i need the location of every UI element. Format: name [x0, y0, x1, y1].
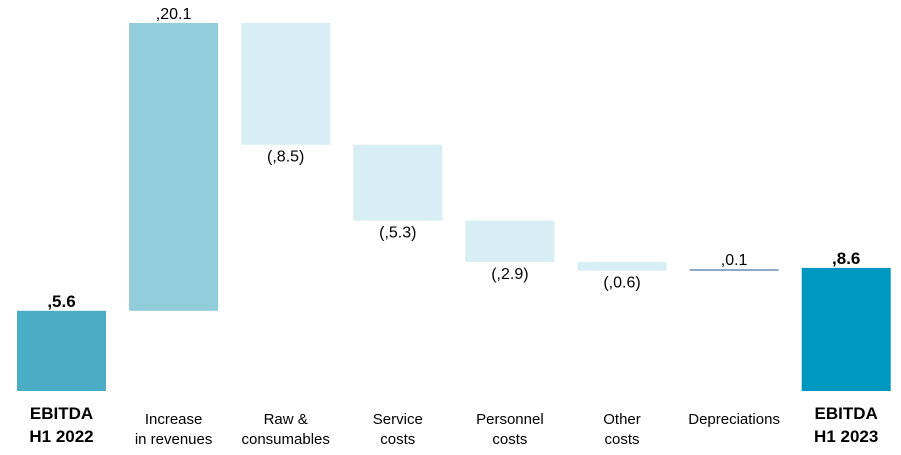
category-label-5-line-1: Personnel: [476, 411, 544, 428]
bar-7: [689, 269, 779, 271]
category-label-4: Service costs: [373, 411, 423, 448]
bar-6: [577, 262, 667, 271]
category-label-4-line-1: Service: [373, 411, 423, 428]
bars-layer: [17, 23, 891, 391]
category-label-8-line-1: EBITDA: [815, 404, 878, 423]
category-label-1-line-1: EBITDA: [30, 404, 93, 423]
bar-2: [129, 23, 219, 311]
category-label-5-line-2: costs: [492, 431, 527, 448]
value-label-8: ,8.6: [832, 249, 860, 268]
category-label-6-line-1: Other: [603, 411, 641, 428]
bar-5: [465, 220, 555, 263]
bar-1: [17, 310, 106, 391]
bar-8: [801, 267, 891, 391]
value-label-3: (,8.5): [267, 149, 304, 166]
category-label-6: Other costs: [603, 411, 641, 448]
value-label-6: (,0.6): [603, 275, 640, 292]
category-label-1-line-2: H1 2022: [29, 427, 93, 446]
category-label-3: Raw & consumables: [242, 411, 330, 448]
category-labels-layer: EBITDA H1 2022 Increase in revenues Raw & con…: [29, 404, 878, 448]
category-label-2: Increase in revenues: [135, 411, 213, 448]
value-labels-layer: ,5.6 ,20.1 (,8.5) (,5.3) (,2.9) (,0.6) ,0.1 ,8.…: [47, 6, 860, 311]
category-label-3-line-1: Raw &: [264, 411, 308, 428]
value-label-5: (,2.9): [491, 266, 528, 283]
value-label-7: ,0.1: [721, 252, 748, 269]
category-label-2-line-1: Increase: [145, 411, 203, 428]
bar-4: [353, 144, 443, 221]
bar-3: [241, 23, 331, 145]
category-label-5: Personnel costs: [476, 411, 544, 448]
value-label-1: ,5.6: [47, 292, 75, 311]
category-label-1: EBITDA H1 2022: [29, 404, 93, 446]
category-label-3-line-2: consumables: [242, 431, 330, 448]
category-label-4-line-2: costs: [380, 431, 415, 448]
category-label-8-line-2: H1 2023: [814, 427, 878, 446]
category-label-8: EBITDA H1 2023: [814, 404, 878, 446]
category-label-7-line-1: Depreciations: [688, 411, 780, 428]
value-label-4: (,5.3): [379, 225, 416, 242]
category-label-7: Depreciations: [688, 411, 780, 428]
category-label-2-line-2: in revenues: [135, 431, 213, 448]
category-label-6-line-2: costs: [604, 431, 639, 448]
value-label-2: ,20.1: [156, 6, 192, 23]
